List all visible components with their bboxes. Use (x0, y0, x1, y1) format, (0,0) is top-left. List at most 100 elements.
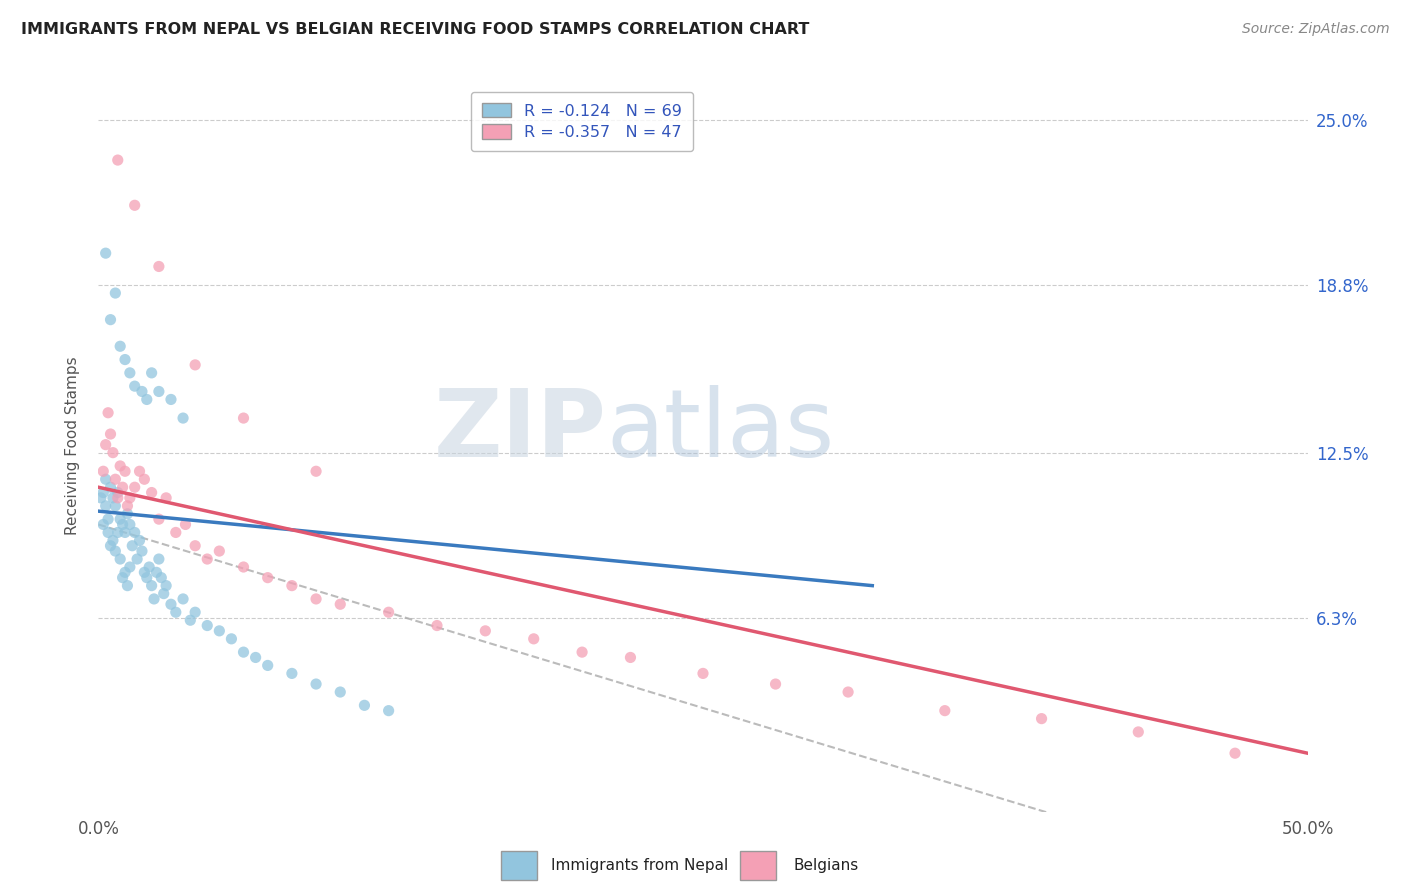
Point (329, 597, 352, 611)
Point (135, 392, 157, 407)
Point (138, 560, 160, 574)
Point (184, 358, 207, 372)
Point (124, 480, 146, 494)
Point (104, 499, 127, 513)
Point (148, 384, 170, 399)
Point (165, 605, 187, 619)
Point (179, 613, 201, 627)
Point (523, 632, 546, 646)
Point (108, 512, 131, 526)
Point (256, 658, 278, 673)
Point (377, 704, 399, 718)
Point (305, 677, 328, 691)
Point (160, 597, 183, 611)
Point (256, 571, 278, 585)
Point (934, 704, 956, 718)
Point (148, 260, 170, 274)
Point (111, 571, 134, 585)
Point (135, 571, 157, 585)
Point (692, 666, 714, 681)
Point (150, 571, 173, 585)
Point (100, 312, 122, 326)
Point (107, 153, 129, 167)
Point (353, 698, 375, 713)
Point (141, 485, 163, 500)
Point (208, 544, 231, 558)
Point (184, 539, 207, 553)
Point (94, 438, 117, 452)
Point (108, 458, 131, 473)
Point (91, 485, 114, 500)
Point (221, 632, 243, 646)
Point (91, 464, 114, 478)
Point (124, 379, 146, 393)
Point (145, 566, 167, 580)
Point (100, 427, 122, 442)
Point (121, 539, 143, 553)
Point (245, 650, 267, 665)
Point (143, 591, 166, 606)
Legend: R = -0.124   N = 69, R = -0.357   N = 47: R = -0.124 N = 69, R = -0.357 N = 47 (471, 92, 693, 151)
Point (131, 384, 153, 399)
Point (114, 352, 136, 367)
Point (1128, 725, 1150, 739)
Point (117, 499, 139, 513)
Text: Immigrants from Nepal: Immigrants from Nepal (551, 858, 728, 872)
Point (90, 491, 112, 505)
Point (94, 246, 117, 260)
Point (118, 366, 141, 380)
Point (101, 533, 124, 548)
Text: Source: ZipAtlas.com: Source: ZipAtlas.com (1241, 22, 1389, 37)
Point (91, 517, 114, 532)
Point (619, 650, 641, 665)
Point (837, 685, 859, 699)
Point (571, 645, 593, 659)
Point (118, 560, 141, 574)
Point (148, 512, 170, 526)
Point (97, 525, 120, 540)
Point (155, 579, 177, 593)
Point (97, 406, 120, 420)
Point (232, 645, 254, 659)
Point (305, 464, 328, 478)
Point (141, 366, 163, 380)
Point (172, 591, 194, 606)
Point (107, 485, 129, 500)
Point (128, 464, 150, 478)
Point (100, 480, 122, 494)
Point (155, 491, 177, 505)
Point (127, 552, 149, 566)
Point (377, 605, 399, 619)
Point (184, 605, 207, 619)
Point (94, 499, 117, 513)
Point (101, 445, 124, 459)
Point (107, 491, 129, 505)
Point (172, 411, 194, 425)
Point (165, 525, 187, 540)
Point (134, 566, 156, 580)
Point (474, 624, 496, 638)
FancyBboxPatch shape (740, 851, 776, 880)
Point (117, 579, 139, 593)
Point (111, 517, 134, 532)
Point (134, 472, 156, 486)
Point (94, 472, 117, 486)
Point (426, 618, 449, 632)
Point (232, 411, 254, 425)
Point (114, 464, 136, 478)
Point (128, 533, 150, 548)
Point (101, 491, 124, 505)
Point (117, 507, 139, 521)
Point (148, 552, 170, 566)
Point (104, 472, 127, 486)
Point (118, 517, 141, 532)
Text: IMMIGRANTS FROM NEPAL VS BELGIAN RECEIVING FOOD STAMPS CORRELATION CHART: IMMIGRANTS FROM NEPAL VS BELGIAN RECEIVI… (21, 22, 810, 37)
Point (114, 566, 136, 580)
Point (765, 677, 787, 691)
Point (141, 579, 163, 593)
Point (100, 539, 122, 553)
Point (124, 525, 146, 540)
Point (329, 685, 352, 699)
Text: atlas: atlas (606, 385, 835, 477)
Point (108, 552, 131, 566)
